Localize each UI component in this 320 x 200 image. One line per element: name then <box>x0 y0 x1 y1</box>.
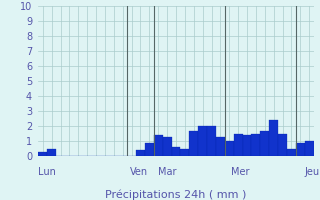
Text: Ven: Ven <box>130 167 148 177</box>
Bar <box>180 148 189 156</box>
Bar <box>216 137 225 156</box>
Bar <box>269 120 278 156</box>
Bar <box>234 134 243 156</box>
Text: Mar: Mar <box>157 167 176 177</box>
Bar <box>278 134 287 156</box>
Bar <box>305 141 314 156</box>
Bar <box>260 130 269 156</box>
Bar <box>136 150 145 156</box>
Bar <box>252 134 260 156</box>
Bar <box>154 135 163 156</box>
Bar <box>225 141 234 156</box>
Text: Lun: Lun <box>38 167 56 177</box>
Text: Précipitations 24h ( mm ): Précipitations 24h ( mm ) <box>105 189 247 200</box>
Bar <box>47 148 56 156</box>
Bar <box>172 147 180 156</box>
Bar <box>296 142 305 156</box>
Bar <box>207 126 216 156</box>
Bar <box>145 142 154 156</box>
Bar <box>287 148 296 156</box>
Text: Mer: Mer <box>231 167 249 177</box>
Text: Jeu: Jeu <box>304 167 319 177</box>
Bar <box>163 137 172 156</box>
Bar <box>243 135 252 156</box>
Bar <box>189 130 198 156</box>
Bar <box>38 152 47 156</box>
Bar <box>198 126 207 156</box>
